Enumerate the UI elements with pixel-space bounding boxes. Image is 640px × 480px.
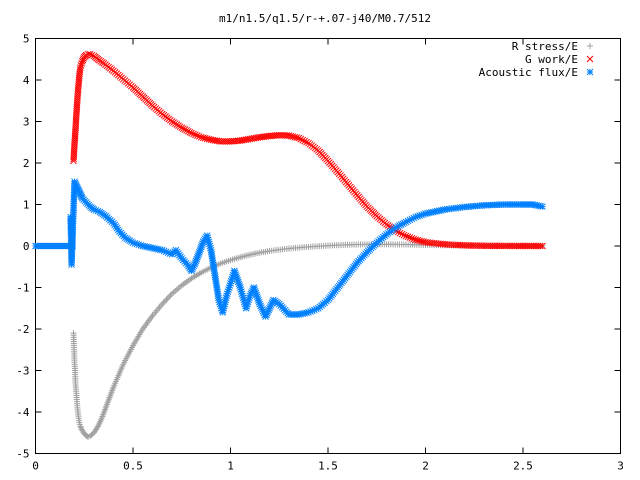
legend-marker [586,55,594,63]
data-point [86,50,94,58]
data-point [287,132,295,140]
data-point [181,126,189,133]
y-tick-label: -3 [16,365,29,378]
data-point [77,423,84,430]
y-tick-label: -4 [16,406,30,419]
data-point [166,293,173,300]
data-point [167,292,174,299]
series-layer [32,50,546,440]
data-point [188,129,195,137]
x-tick-label: 1.5 [318,460,338,473]
data-point [299,136,307,144]
legend-label: Acoustic flux/E [479,66,578,79]
data-point [408,234,416,242]
data-point [190,130,197,138]
data-point [414,236,422,244]
x-tick-label: 3 [617,460,624,473]
data-point [539,242,546,250]
data-point [162,298,169,305]
x-tick-label: 0 [32,460,39,473]
x-tick-label: 1 [227,460,234,473]
series-cross [70,50,546,250]
data-point [289,133,297,140]
series-plus [70,241,546,440]
data-point [76,66,84,73]
data-point [178,124,186,132]
series-star [32,178,546,320]
data-point [416,237,424,245]
data-point [402,232,410,240]
legend-label: R stress/E [512,40,578,53]
data-point [297,135,305,143]
y-tick-label: 0 [23,240,30,253]
data-point [197,133,205,141]
data-point [159,301,166,308]
y-tick-label: 3 [23,116,30,129]
data-point [406,234,414,241]
data-point [199,134,207,142]
data-point [536,242,544,250]
data-point [301,137,308,145]
legend-marker [586,68,594,76]
data-point [201,134,209,142]
legend-marker [587,43,593,49]
data-point [404,233,412,241]
data-point [76,64,84,71]
data-point [303,138,310,146]
axes: 0 0.5 1 1.5 2 2.5 3 -5 -4 -3 -2 -1 0 1 2 3 4 5 [16,33,624,473]
x-tick-label: 2 [422,460,429,473]
data-point [285,132,293,139]
data-point [291,133,299,141]
y-tick-label: -2 [16,323,29,336]
data-point [295,134,303,142]
data-point [400,231,408,239]
data-point [398,230,406,238]
data-point [193,132,201,139]
data-point [163,296,170,303]
y-tick-label: -1 [16,282,29,295]
data-point [82,51,90,59]
data-point [78,60,86,67]
legend-label: G work/E [525,53,578,66]
x-tick-label: 0.5 [123,460,143,473]
data-point [88,51,96,59]
data-point [412,236,420,244]
chart-title: m1/n1.5/q1.5/r-+.07-j40/M0.7/512 [219,12,431,25]
y-tick-label: 4 [23,74,30,87]
data-point [84,50,92,58]
data-point [293,134,301,141]
data-point [203,135,211,143]
data-point [396,229,404,237]
data-point [186,128,194,136]
data-point [418,237,425,245]
data-point [180,125,187,132]
data-point [205,135,213,143]
x-tick-label: 2.5 [513,460,533,473]
data-point [410,235,418,243]
y-tick-label: 2 [23,157,30,170]
data-point [78,424,84,431]
data-point [164,295,171,302]
data-point [192,131,199,139]
data-point [539,203,546,210]
data-point [184,127,192,135]
data-point [183,127,190,134]
y-tick-label: 5 [23,33,30,46]
data-point [77,62,85,69]
data-point [160,299,167,306]
data-point [195,133,203,140]
y-tick-label: -5 [16,448,29,461]
y-tick-label: 1 [23,199,30,212]
